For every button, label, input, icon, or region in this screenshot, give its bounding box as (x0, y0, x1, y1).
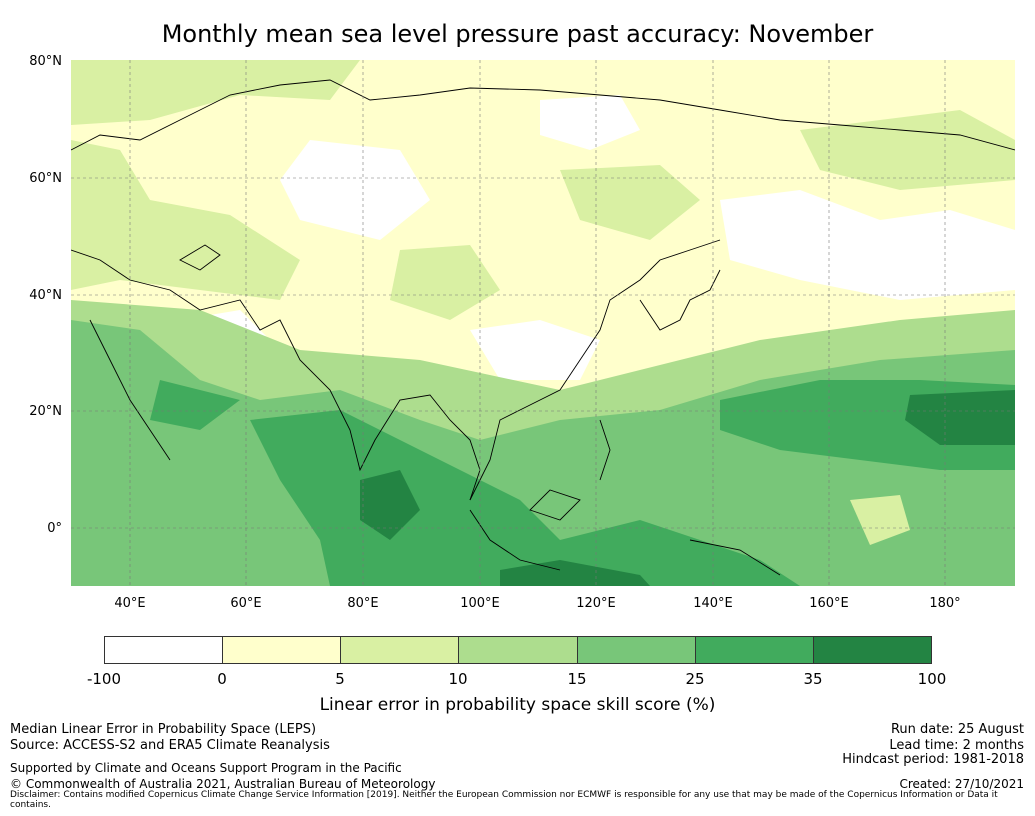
skill-region (470, 320, 600, 380)
skill-score-map (71, 60, 1015, 586)
skill-region (540, 95, 640, 150)
map-title: Monthly mean sea level pressure past acc… (161, 20, 874, 48)
skill-region (390, 245, 500, 320)
lon-label: 100°E (460, 596, 500, 611)
skill-region (150, 380, 240, 430)
colorbar-segment (105, 637, 224, 663)
skill-region (850, 495, 910, 545)
skill-region (720, 190, 1015, 300)
disclaimer-text: Disclaimer: Contains modified Copernicus… (10, 790, 998, 810)
colorbar (104, 636, 932, 664)
colorbar-tick: 0 (217, 670, 227, 688)
skill-region (71, 60, 360, 125)
lon-label: 60°E (230, 596, 262, 611)
lat-label: 60°N (29, 171, 62, 186)
colorbar-tick: 100 (917, 670, 947, 688)
lat-label: 80°N (29, 54, 62, 69)
lat-label: 40°N (29, 288, 62, 303)
colorbar-tick: -100 (86, 670, 122, 688)
lon-label: 120°E (576, 596, 616, 611)
skill-region (905, 390, 1015, 445)
hindcast-period: Hindcast period: 1981-2018 (842, 752, 1024, 767)
colorbar-tick: 25 (685, 670, 705, 688)
lon-label: 140°E (693, 596, 733, 611)
lat-label: 0° (47, 521, 62, 536)
colorbar-segment (459, 637, 578, 663)
colorbar-label: Linear error in probability space skill … (319, 695, 716, 715)
support-text: Supported by Climate and Oceans Support … (10, 761, 402, 775)
colorbar-segment (813, 637, 931, 663)
coastlines (71, 79, 1015, 576)
skill-region (250, 410, 800, 586)
skill-region (71, 140, 300, 300)
lead-time: Lead time: 2 months (889, 738, 1024, 753)
lon-label: 180° (929, 596, 961, 611)
colorbar-segment (223, 637, 342, 663)
skill-region (280, 140, 430, 240)
method-text: Median Linear Error in Probability Space… (10, 722, 317, 737)
source-text: Source: ACCESS-S2 and ERA5 Climate Reana… (10, 738, 330, 753)
lon-label: 80°E (347, 596, 379, 611)
skill-region (560, 165, 700, 240)
created-date: Created: 27/10/2021 (899, 777, 1024, 791)
run-date: Run date: 25 August (890, 722, 1024, 737)
skill-region (500, 560, 650, 586)
colorbar-segment (341, 637, 460, 663)
colorbar-segment (577, 637, 696, 663)
lon-label: 40°E (114, 596, 146, 611)
gridlines (71, 60, 1015, 586)
colorbar-tick: 10 (448, 670, 468, 688)
skill-region (360, 470, 420, 540)
colorbar-tick: 15 (567, 670, 587, 688)
copyright-text: © Commonwealth of Australia 2021, Austra… (10, 777, 436, 791)
lon-label: 160°E (809, 596, 849, 611)
colorbar-tick: 35 (803, 670, 823, 688)
skill-region (800, 110, 1015, 190)
colorbar-segment (695, 637, 814, 663)
lat-label: 20°N (29, 404, 62, 419)
colorbar-tick: 5 (335, 670, 345, 688)
